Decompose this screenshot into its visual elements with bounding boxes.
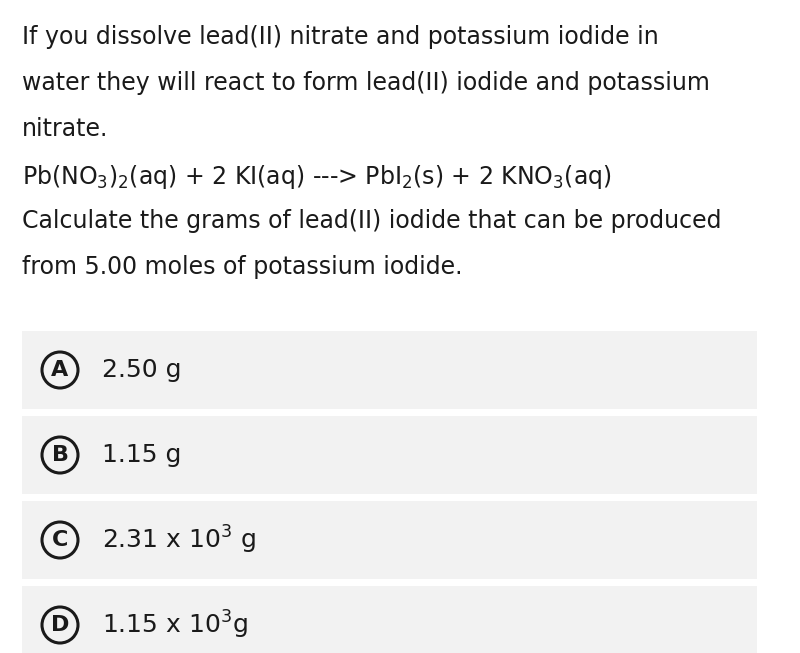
Text: nitrate.: nitrate. xyxy=(22,117,108,141)
Bar xyxy=(22,501,757,579)
Text: 2.50 g: 2.50 g xyxy=(102,358,182,382)
Text: B: B xyxy=(51,445,69,465)
Bar xyxy=(22,331,757,409)
Bar xyxy=(22,416,757,494)
Text: Pb(NO$_3$)$_2$(aq) + 2 KI(aq) ---> PbI$_2$(s) + 2 KNO$_3$(aq): Pb(NO$_3$)$_2$(aq) + 2 KI(aq) ---> PbI$_… xyxy=(22,163,612,191)
Text: 2.31 x 10$^3$ g: 2.31 x 10$^3$ g xyxy=(102,524,256,556)
Text: C: C xyxy=(52,530,68,550)
Text: D: D xyxy=(51,615,69,635)
Text: Calculate the grams of lead(II) iodide that can be produced: Calculate the grams of lead(II) iodide t… xyxy=(22,209,722,233)
Text: A: A xyxy=(51,360,69,380)
Text: 1.15 x 10$^3$g: 1.15 x 10$^3$g xyxy=(102,609,248,641)
Text: If you dissolve lead(II) nitrate and potassium iodide in: If you dissolve lead(II) nitrate and pot… xyxy=(22,25,658,49)
Bar xyxy=(22,586,757,653)
Text: 1.15 g: 1.15 g xyxy=(102,443,182,467)
Text: from 5.00 moles of potassium iodide.: from 5.00 moles of potassium iodide. xyxy=(22,255,462,279)
Text: water they will react to form lead(II) iodide and potassium: water they will react to form lead(II) i… xyxy=(22,71,710,95)
